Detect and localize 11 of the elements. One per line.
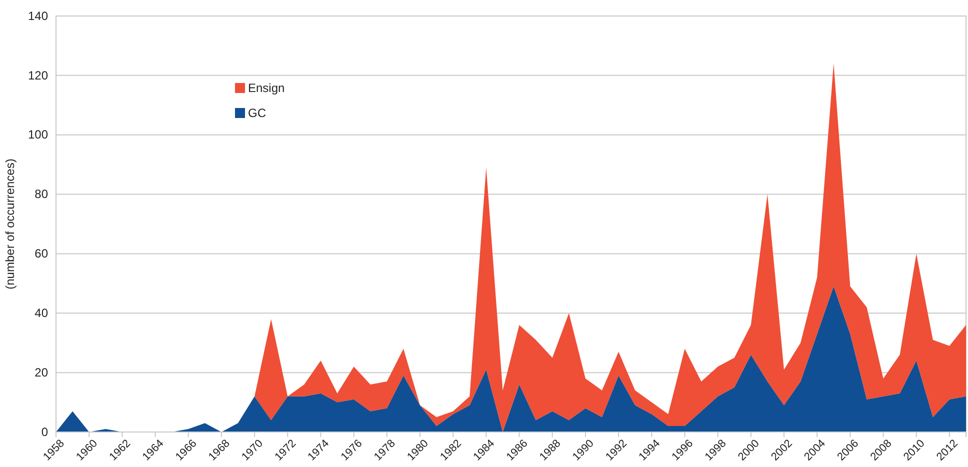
y-tick-label: 80: [34, 187, 48, 202]
y-tick-label: 20: [34, 365, 48, 380]
y-axis-title: (number of occurrences): [3, 158, 17, 290]
y-tick-label: 100: [28, 128, 48, 142]
y-tick-label: 140: [28, 8, 48, 23]
legend-label: GC: [248, 106, 266, 120]
y-tick-label: 40: [34, 306, 48, 320]
legend-label: Ensign: [248, 81, 285, 96]
y-tick-label: 60: [34, 246, 48, 261]
y-tick-label: 120: [28, 68, 48, 82]
y-tick-label: 0: [41, 424, 48, 439]
